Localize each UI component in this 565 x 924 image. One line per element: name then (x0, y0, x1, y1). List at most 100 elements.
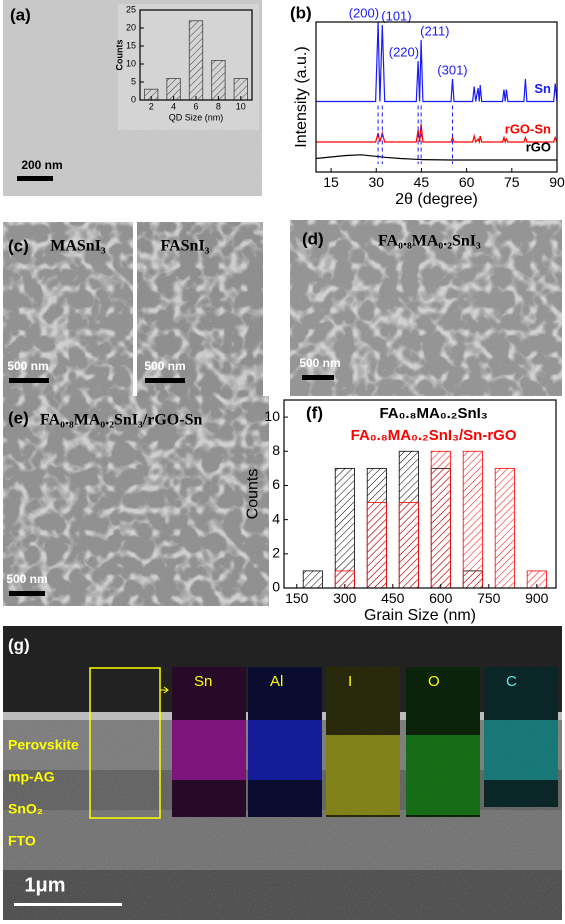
scale-bar (14, 903, 122, 906)
sample-title: FA₀.₈MA₀.₂SnI₃/rGO-Sn (40, 412, 202, 429)
peak-label: (211) (420, 23, 449, 38)
map-noise (248, 667, 322, 817)
sample-title: MASnI₃ (50, 238, 106, 255)
series-label: rGO-Sn (505, 121, 551, 136)
y-tick-label: 5 (131, 76, 136, 86)
x-tick-label: 750 (477, 590, 501, 606)
panel-label: (a) (10, 5, 31, 24)
bar (211, 60, 226, 101)
layer-labels: Perovskite mp-AG SnO₂ FTO (8, 737, 79, 849)
y-axis-label: Intensity (a.u.) (293, 46, 310, 147)
x-axis-label: 2θ (degree) (395, 191, 478, 208)
y-tick-label: 0 (272, 579, 280, 595)
plot-frame (315, 21, 558, 173)
x-axis-label: Grain Size (nm) (364, 607, 476, 624)
map-label: O (428, 673, 440, 690)
sample-title: FA₀.₈MA₀.₂SnI₃ (378, 233, 481, 250)
map-noise (484, 667, 558, 807)
scale-bar-label: 1μm (24, 874, 65, 896)
line (315, 154, 557, 161)
map-label: C (506, 673, 517, 690)
bar (462, 450, 483, 589)
bar (302, 570, 323, 589)
y-tick-label: 20 (126, 22, 136, 32)
sem-noise (3, 222, 133, 397)
y-tick-label: 25 (126, 4, 136, 14)
scale-bar (302, 375, 334, 380)
x-tick-label: 8 (216, 102, 221, 112)
x-tick-label: 10 (236, 102, 246, 112)
sem-noise (290, 220, 562, 396)
bar (398, 502, 419, 589)
scale-bar (9, 378, 49, 383)
y-tick-label: 4 (272, 510, 280, 526)
scale-bar (9, 591, 45, 596)
scale-bar (17, 176, 53, 181)
bar (188, 20, 204, 101)
bar (366, 502, 387, 589)
y-tick-label: 15 (126, 40, 136, 50)
x-tick-label: 900 (525, 590, 549, 606)
map-noise (172, 667, 246, 817)
panel-label: (b) (290, 3, 312, 22)
x-tick-label: 6 (193, 102, 198, 112)
map-noise (406, 667, 480, 817)
y-tick-label: 8 (272, 442, 280, 458)
x-tick-label: 60 (459, 174, 475, 190)
y-axis-label: Counts (244, 469, 261, 520)
y-axis-label: Counts (115, 40, 125, 71)
map-label: Sn (194, 673, 212, 690)
line (316, 123, 558, 145)
arrow (160, 686, 169, 694)
y-tick-label: 10 (126, 58, 136, 68)
sem-noise (3, 396, 269, 606)
map-noise (326, 667, 400, 817)
map-label: Al (270, 673, 283, 690)
scale-bar (145, 378, 185, 383)
panel-label: (c) (8, 236, 29, 255)
line (316, 21, 558, 103)
x-tick-label: 4 (171, 102, 176, 112)
x-tick-label: 600 (429, 590, 453, 606)
y-tick-label: 0 (131, 94, 136, 104)
layer-label: SnO₂ (8, 801, 43, 817)
bar (334, 467, 355, 589)
panel-label: (f) (306, 403, 323, 422)
peak-label: (200) (349, 5, 379, 20)
series-label: Sn (534, 81, 551, 96)
x-tick-label: 2 (149, 102, 154, 112)
scale-bar-label: 500 nm (7, 359, 48, 373)
scale-bar-label: 500 nm (6, 572, 47, 586)
layer-label: FTO (8, 833, 36, 849)
bar (430, 450, 451, 589)
panel-label: (d) (302, 229, 324, 248)
panel-label: (e) (8, 408, 29, 427)
legend-entry: FA₀.₈MA₀.₂SnI₃/Sn-rGO (351, 427, 517, 444)
selection-box (89, 667, 161, 819)
x-tick-label: 450 (381, 590, 405, 606)
legend-entry: FA₀.₈MA₀.₂SnI₃ (379, 405, 487, 422)
panel-label: (g) (8, 635, 30, 654)
plot-frame (283, 399, 557, 589)
scale-bar-label: 500 nm (299, 356, 340, 370)
scale-bar-label: 200 nm (21, 158, 62, 172)
layer-label: mp-AG (8, 769, 55, 785)
layer-label: Perovskite (8, 737, 79, 753)
x-tick-label: 75 (504, 174, 520, 190)
peak-label: (220) (389, 44, 419, 59)
eds-maps: Sn Al I O C (172, 667, 558, 817)
x-tick-label: 300 (333, 590, 357, 606)
x-tick-label: 30 (368, 174, 384, 190)
x-axis-label: QD Size (nm) (169, 112, 224, 122)
peak-label: (101) (381, 8, 411, 23)
sem-noise (137, 222, 263, 397)
scale-bar-label: 500 nm (144, 359, 185, 373)
plot-bg (316, 22, 557, 172)
sample-title: FASnI₃ (161, 238, 210, 255)
y-tick-label: 10 (264, 408, 280, 424)
series-label: rGO (526, 139, 551, 154)
map-label: I (348, 673, 352, 690)
y-tick-label: 6 (272, 476, 280, 492)
peak-label: (301) (437, 62, 467, 77)
